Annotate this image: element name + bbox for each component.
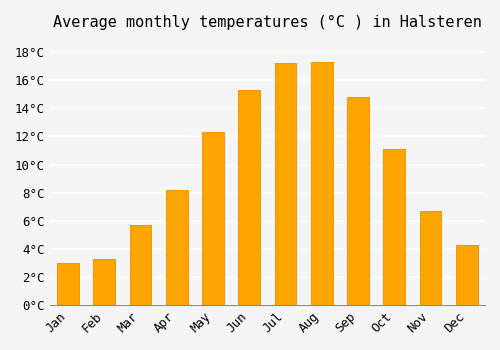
Bar: [130, 225, 152, 305]
Bar: [57, 263, 79, 305]
Bar: [238, 90, 260, 305]
Bar: [456, 245, 477, 305]
Bar: [274, 63, 296, 305]
Bar: [384, 149, 405, 305]
Bar: [347, 97, 369, 305]
Bar: [456, 245, 477, 305]
Bar: [347, 97, 369, 305]
Bar: [202, 132, 224, 305]
Bar: [57, 263, 79, 305]
Bar: [130, 225, 152, 305]
Bar: [202, 132, 224, 305]
Bar: [384, 149, 405, 305]
Bar: [94, 259, 115, 305]
Bar: [420, 211, 442, 305]
Title: Average monthly temperatures (°C ) in Halsteren: Average monthly temperatures (°C ) in Ha…: [53, 15, 482, 30]
Bar: [238, 90, 260, 305]
Bar: [311, 62, 332, 305]
Bar: [166, 190, 188, 305]
Bar: [311, 62, 332, 305]
Bar: [166, 190, 188, 305]
Bar: [274, 63, 296, 305]
Bar: [420, 211, 442, 305]
Bar: [94, 259, 115, 305]
